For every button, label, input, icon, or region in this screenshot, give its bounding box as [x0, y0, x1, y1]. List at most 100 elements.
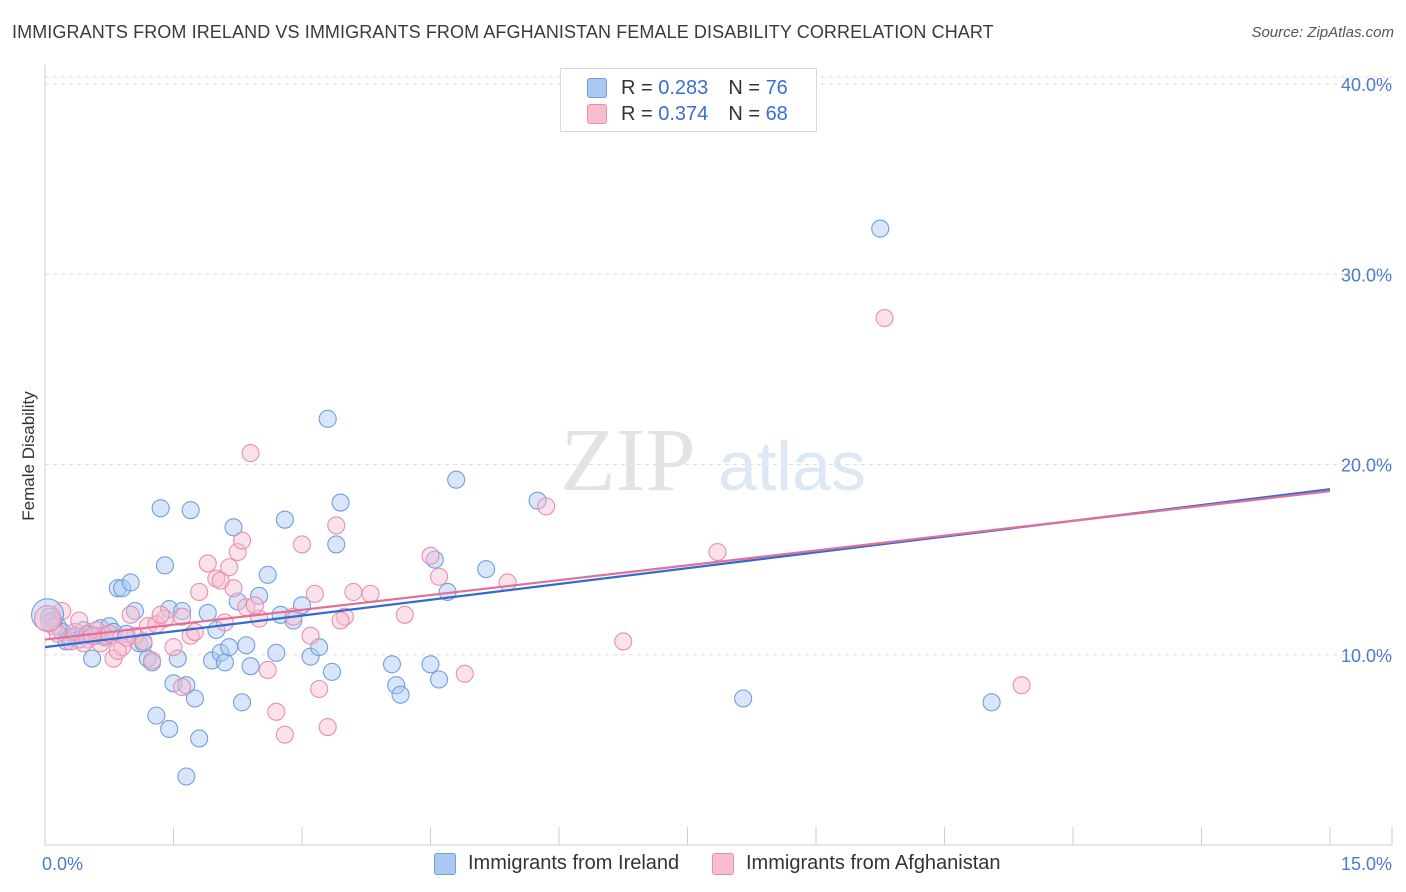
point-ireland	[237, 636, 256, 655]
point-ireland	[241, 657, 260, 676]
point-afghanistan	[327, 516, 346, 535]
legend-n-value: 76	[765, 76, 788, 99]
point-afghanistan	[211, 571, 230, 590]
point-afghanistan	[301, 626, 320, 645]
gridlines	[45, 76, 1392, 656]
legend-n-value: 68	[765, 102, 788, 125]
watermark-atlas: atlas	[718, 427, 866, 505]
x-tick-label: 15.0%	[1341, 854, 1392, 874]
point-ireland	[232, 693, 252, 712]
legend-r-label: R =	[621, 102, 653, 125]
point-ireland	[734, 689, 753, 708]
legend-n-label: N =	[728, 102, 760, 125]
point-ireland	[477, 560, 496, 579]
point-afghanistan	[53, 601, 72, 621]
point-ireland	[430, 670, 449, 689]
point-afghanistan	[108, 641, 127, 661]
point-ireland	[190, 729, 209, 748]
bottom-legend-afghanistan: Immigrants from Afghanistan	[712, 852, 1001, 875]
x-tick-label: 0.0%	[42, 854, 83, 874]
point-afghanistan	[455, 664, 474, 683]
point-afghanistan	[310, 679, 329, 699]
chart-title: IMMIGRANTS FROM IRELAND VS IMMIGRANTS FR…	[12, 22, 994, 42]
point-afghanistan	[258, 660, 277, 680]
point-afghanistan	[164, 638, 183, 657]
point-afghanistan	[173, 678, 192, 697]
point-ireland	[421, 655, 440, 674]
legend-n-label: N =	[728, 76, 760, 99]
point-afghanistan	[395, 605, 414, 624]
point-afghanistan	[70, 611, 89, 630]
point-ireland	[224, 518, 243, 537]
point-ireland	[267, 643, 286, 662]
point-ireland	[871, 219, 890, 238]
point-ireland	[982, 693, 1001, 712]
source-credit: Source: ZipAtlas.com	[1251, 24, 1394, 41]
point-ireland	[447, 470, 466, 489]
bottom-legend-label-afghanistan: Immigrants from Afghanistan	[746, 852, 1001, 874]
point-afghanistan	[198, 554, 217, 573]
point-afghanistan	[134, 632, 153, 651]
point-afghanistan	[121, 605, 140, 624]
bottom-legend-label-ireland: Immigrants from Ireland	[468, 852, 680, 874]
bottom-legend-ireland: Immigrants from Ireland	[434, 852, 679, 875]
point-ireland	[147, 706, 166, 725]
point-afghanistan	[1012, 676, 1031, 695]
point-ireland	[185, 689, 204, 708]
watermark-zip: ZIP	[561, 411, 696, 510]
point-afghanistan	[143, 651, 162, 670]
legend-box: R = 0.283 N = 76 R = 0.374 N = 68	[560, 68, 817, 132]
point-afghanistan	[220, 558, 239, 577]
point-ireland	[220, 638, 239, 657]
point-afghanistan	[232, 531, 252, 550]
point-ireland	[177, 767, 196, 786]
trend-lines	[44, 488, 1331, 649]
bottom-legend-swatch-afghanistan	[712, 852, 734, 875]
point-ireland	[181, 501, 200, 520]
point-afghanistan	[305, 584, 324, 603]
point-afghanistan	[292, 535, 312, 554]
point-ireland	[327, 535, 346, 554]
point-ireland	[322, 662, 342, 681]
axes	[44, 65, 1393, 846]
y-tick-label: 10.0%	[1341, 646, 1392, 666]
point-ireland	[121, 573, 140, 592]
point-ireland	[382, 655, 402, 674]
point-afghanistan	[185, 622, 204, 641]
point-afghanistan	[537, 497, 556, 516]
point-afghanistan	[331, 611, 350, 630]
point-afghanistan	[498, 573, 517, 592]
point-afghanistan	[275, 725, 294, 744]
legend-r-label: R =	[621, 76, 653, 99]
point-ireland	[173, 601, 192, 621]
legend-r-value: 0.374	[658, 102, 709, 125]
y-axis-title: Female Disability	[19, 391, 38, 521]
point-ireland	[275, 510, 294, 529]
point-afghanistan	[215, 613, 234, 632]
point-afghanistan	[245, 596, 264, 615]
point-afghanistan	[228, 542, 247, 562]
point-ireland	[31, 598, 65, 632]
point-ireland	[160, 719, 179, 739]
point-ireland	[250, 586, 269, 605]
point-afghanistan	[875, 308, 894, 328]
bottom-legend: Immigrants from Ireland Immigrants from …	[0, 852, 1406, 878]
point-afghanistan	[708, 542, 727, 562]
y-tick-label: 20.0%	[1341, 456, 1392, 476]
y-tick-label: 40.0%	[1341, 75, 1392, 95]
point-ireland	[318, 409, 337, 428]
tick-labels: 10.0% 20.0% 30.0% 40.0% 0.0% 15.0%	[42, 75, 1392, 874]
point-ireland	[391, 685, 410, 704]
point-afghanistan	[614, 632, 633, 651]
point-ireland	[168, 649, 187, 668]
point-afghanistan	[430, 567, 449, 586]
legend-row-ireland: R = 0.283 N = 76	[587, 75, 788, 101]
point-afghanistan	[151, 605, 170, 624]
point-ireland	[83, 649, 102, 668]
point-afghanistan	[173, 607, 192, 626]
point-ireland	[151, 499, 170, 518]
point-afghanistan	[241, 444, 260, 463]
y-tick-label: 30.0%	[1341, 265, 1392, 285]
legend-swatch-ireland	[587, 78, 607, 98]
